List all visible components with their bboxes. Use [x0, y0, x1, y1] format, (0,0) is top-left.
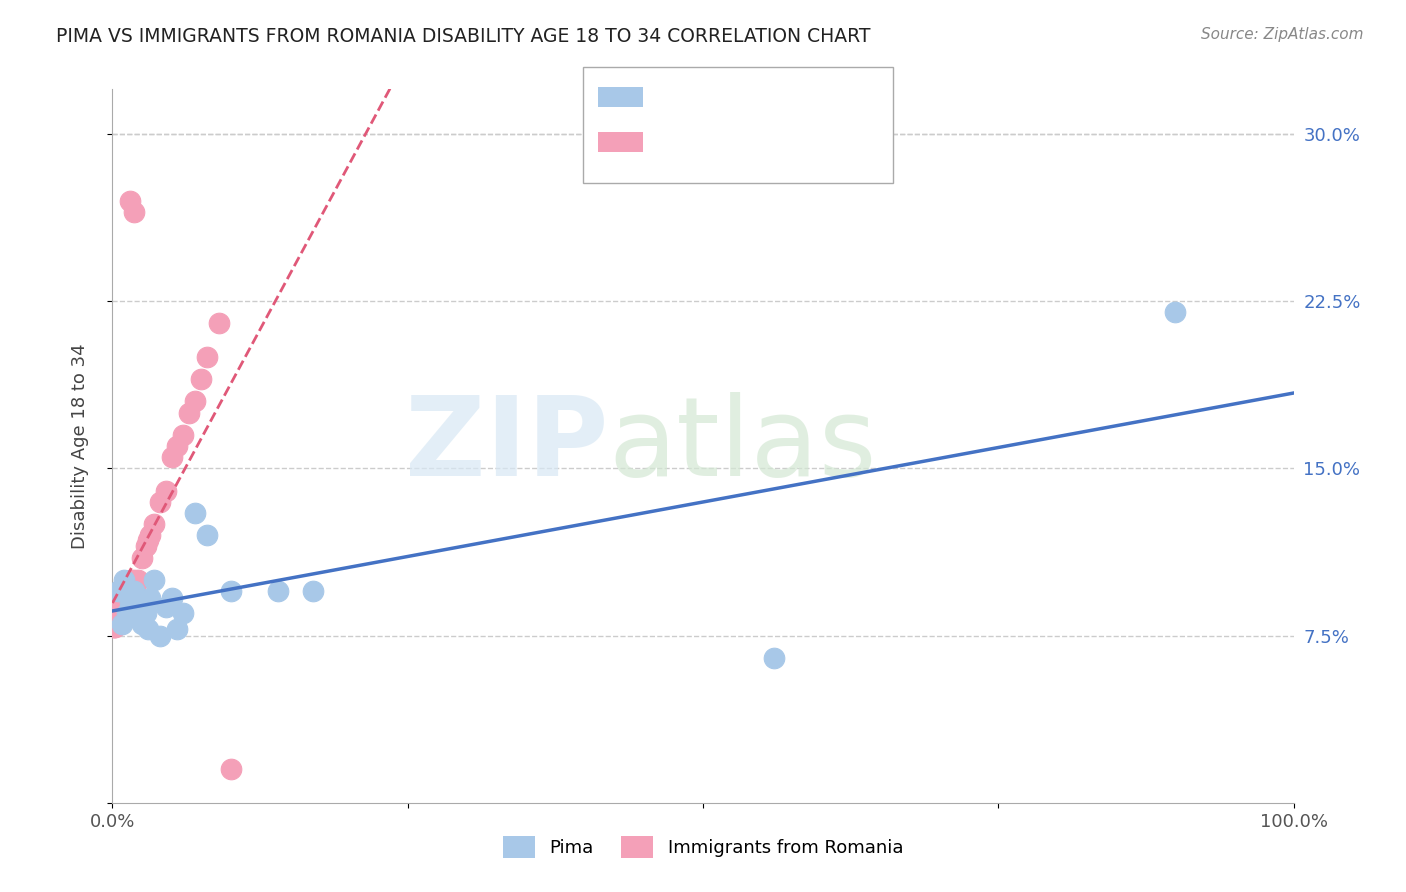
Point	[107, 583, 129, 598]
Point	[104, 613, 127, 627]
Point	[139, 528, 162, 542]
Point	[762, 651, 785, 665]
Point	[111, 595, 134, 609]
Point	[125, 577, 148, 591]
Point	[160, 591, 183, 605]
Point	[135, 607, 157, 621]
Point	[110, 599, 132, 614]
Text: ZIP: ZIP	[405, 392, 609, 500]
Point	[104, 619, 127, 633]
Point	[104, 617, 127, 632]
Point	[122, 204, 145, 219]
Point	[103, 617, 125, 632]
Point	[127, 591, 149, 605]
Point	[136, 533, 159, 547]
Point	[179, 405, 201, 419]
Point	[120, 583, 142, 598]
Point	[155, 483, 177, 498]
Point	[103, 619, 125, 633]
Point	[139, 591, 162, 605]
Point	[104, 610, 127, 624]
Point	[115, 607, 138, 621]
Point	[104, 613, 127, 627]
Point	[103, 613, 125, 627]
Point	[166, 439, 188, 453]
Point	[103, 613, 125, 627]
Point	[117, 577, 139, 591]
Point	[208, 316, 231, 330]
Point	[120, 194, 142, 208]
Point	[122, 583, 145, 598]
Point	[103, 617, 125, 632]
Point	[112, 591, 135, 605]
Point	[112, 573, 135, 587]
Point	[195, 350, 218, 364]
Point	[103, 619, 125, 633]
Point	[120, 595, 142, 609]
Legend: Pima, Immigrants from Romania: Pima, Immigrants from Romania	[495, 829, 911, 865]
Point	[114, 583, 136, 598]
Text: atlas: atlas	[609, 392, 877, 500]
Point	[105, 610, 128, 624]
Point	[166, 622, 188, 636]
Point	[103, 610, 125, 624]
Point	[149, 494, 172, 508]
Point	[105, 615, 128, 630]
Point	[122, 573, 145, 587]
Point	[142, 573, 165, 587]
Point	[107, 607, 129, 621]
Point	[108, 602, 131, 616]
Text: N = 25: N = 25	[794, 87, 863, 107]
Point	[131, 550, 153, 565]
Point	[125, 599, 148, 614]
Point	[103, 615, 125, 630]
Point	[105, 617, 128, 632]
Point	[184, 394, 207, 409]
Point	[108, 607, 131, 621]
Point	[267, 583, 290, 598]
Point	[105, 613, 128, 627]
Point	[195, 528, 218, 542]
Point	[103, 615, 125, 630]
Point	[190, 372, 212, 386]
Text: R = 0.446: R = 0.446	[654, 87, 752, 107]
Point	[111, 617, 134, 632]
Point	[184, 506, 207, 520]
Point	[149, 628, 172, 642]
Y-axis label: Disability Age 18 to 34: Disability Age 18 to 34	[70, 343, 89, 549]
Point	[112, 591, 135, 605]
Point	[219, 762, 242, 776]
Point	[302, 583, 325, 598]
Point	[142, 516, 165, 531]
Point	[135, 539, 157, 553]
Point	[131, 617, 153, 632]
Point	[105, 613, 128, 627]
Text: PIMA VS IMMIGRANTS FROM ROMANIA DISABILITY AGE 18 TO 34 CORRELATION CHART: PIMA VS IMMIGRANTS FROM ROMANIA DISABILI…	[56, 27, 870, 45]
Point	[172, 427, 194, 442]
Point	[107, 610, 129, 624]
Point	[115, 583, 138, 598]
Text: N = 55: N = 55	[794, 132, 863, 152]
Point	[172, 607, 194, 621]
Point	[103, 610, 125, 624]
Text: Source: ZipAtlas.com: Source: ZipAtlas.com	[1201, 27, 1364, 42]
Point	[105, 610, 128, 624]
Point	[120, 573, 142, 587]
Point	[127, 573, 149, 587]
Point	[136, 622, 159, 636]
Point	[219, 583, 242, 598]
Point	[160, 450, 183, 464]
Text: R =  0.169: R = 0.169	[654, 132, 758, 152]
Point	[155, 599, 177, 614]
Point	[1164, 305, 1187, 319]
